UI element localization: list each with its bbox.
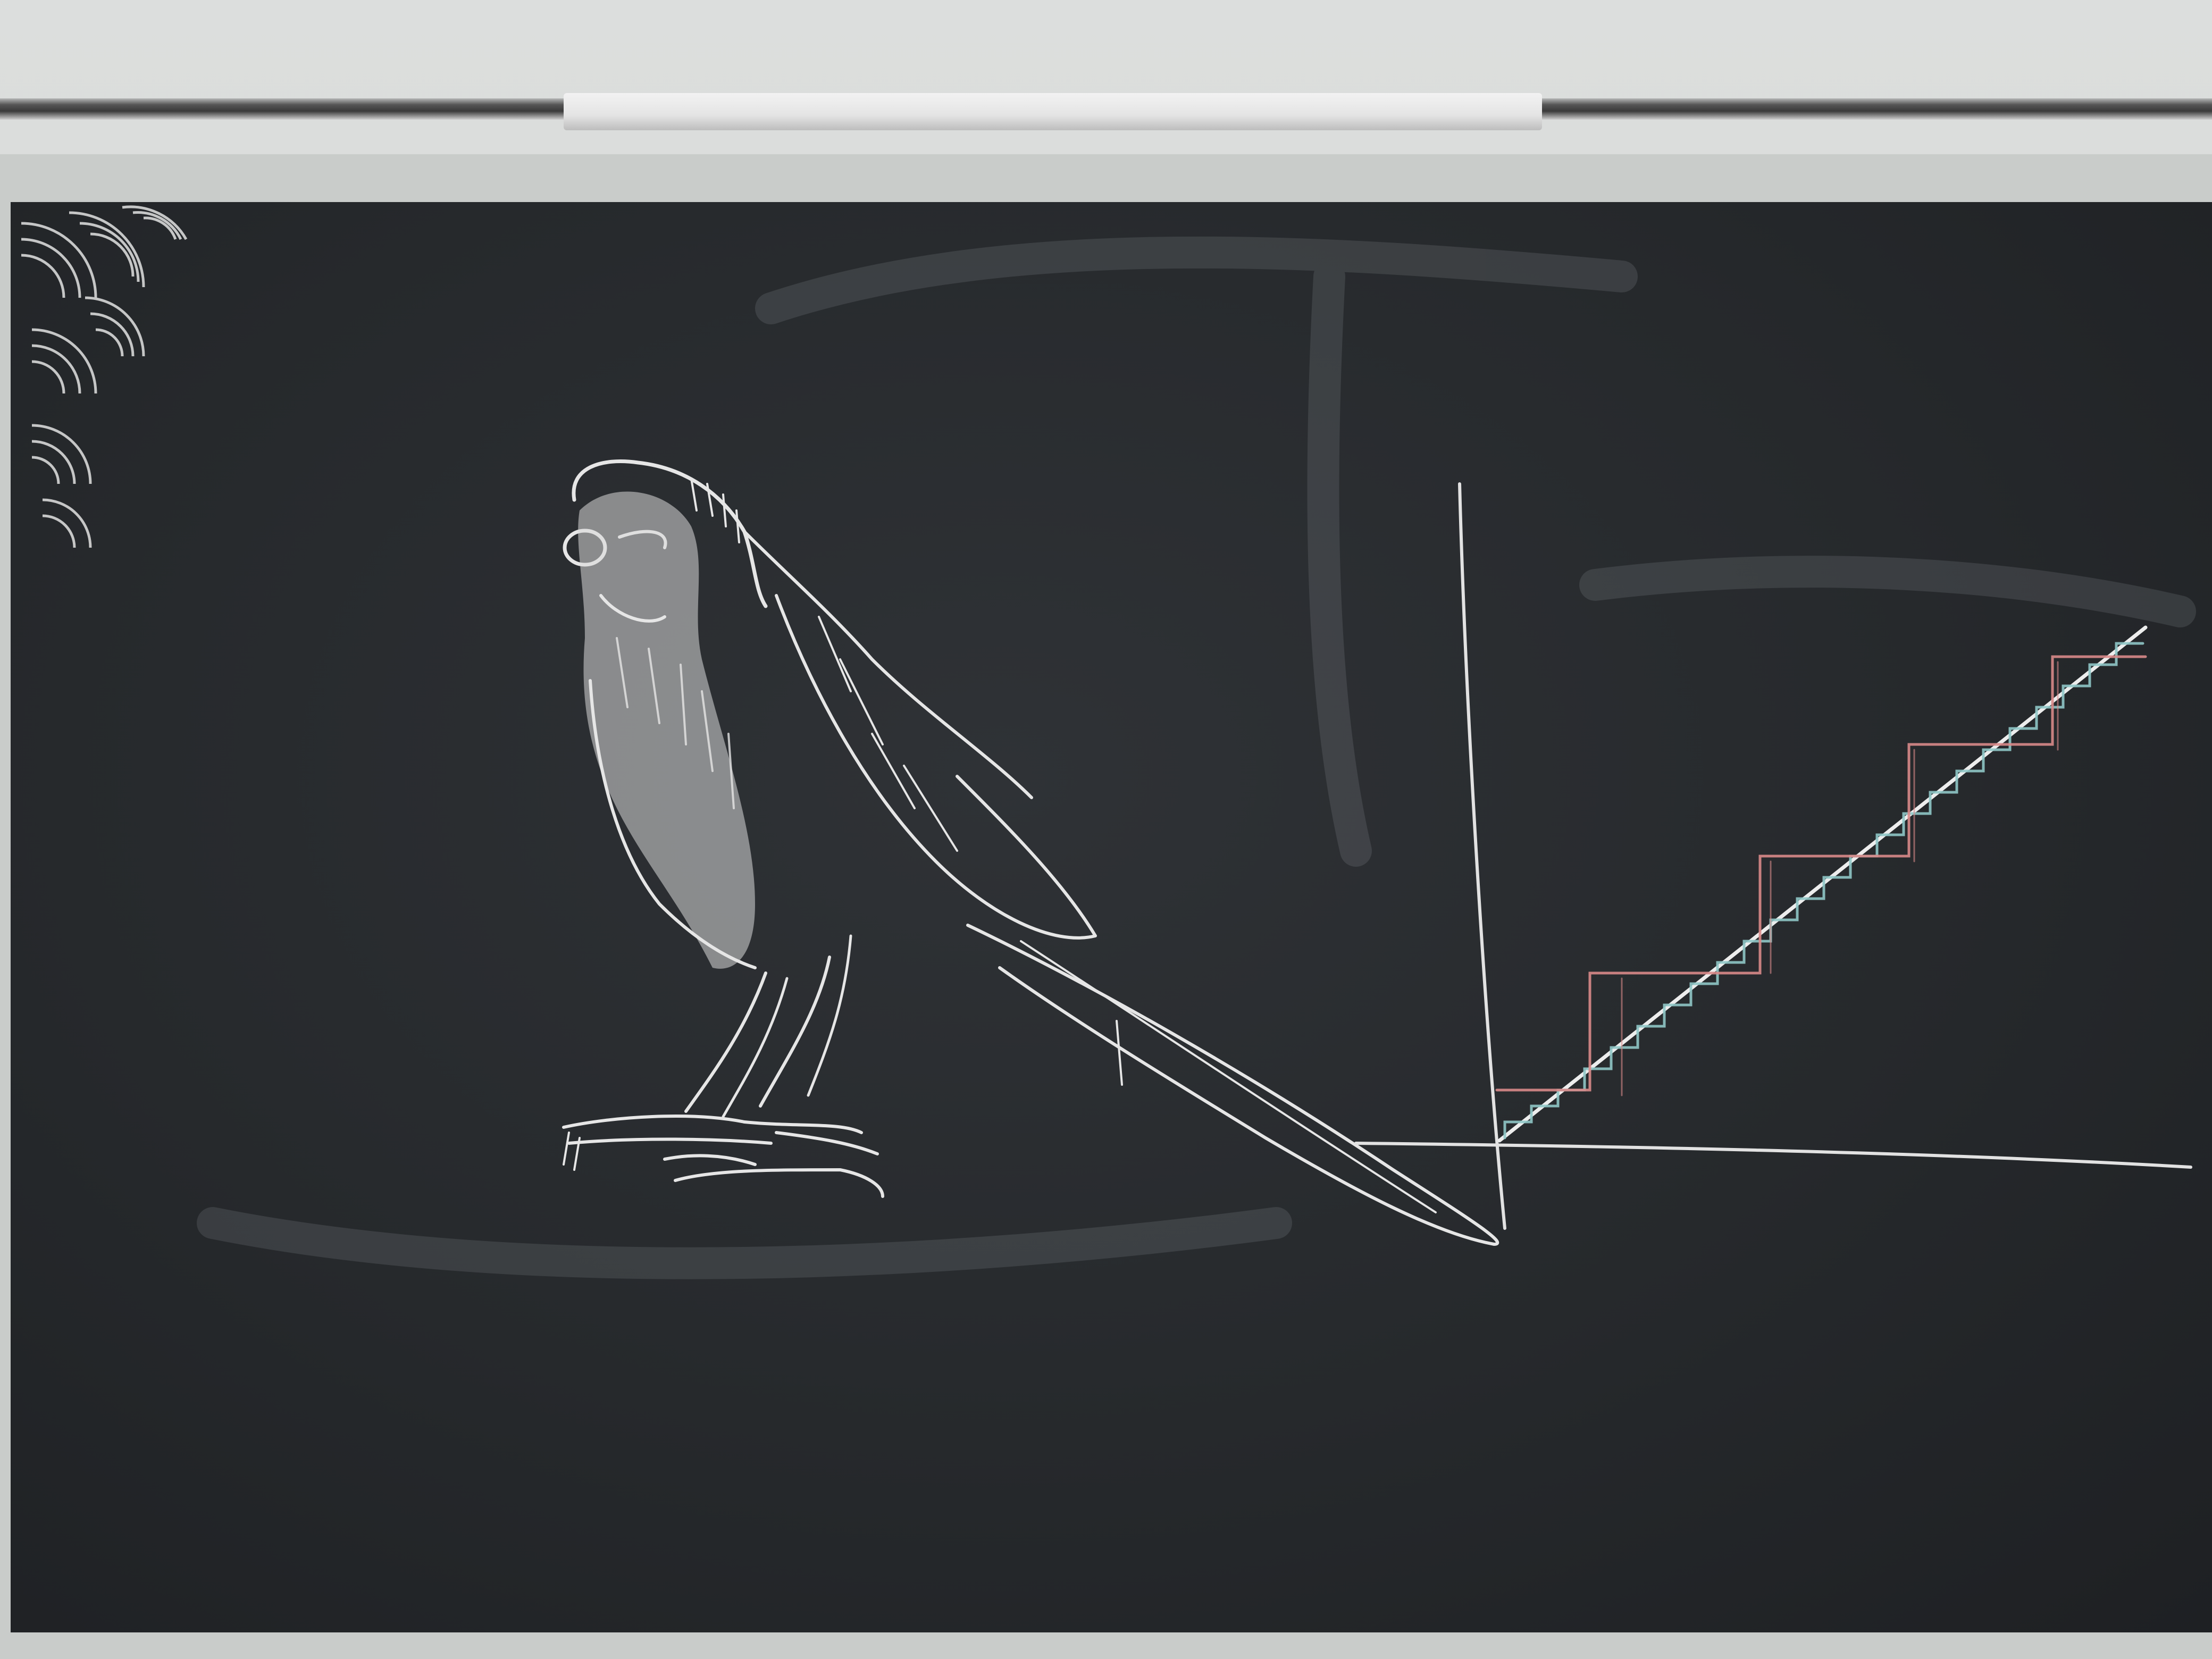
budgie-wing	[775, 594, 1097, 940]
budgie-feet	[562, 1115, 884, 1198]
ceiling-light	[564, 93, 1542, 130]
erase-smudges	[197, 236, 2196, 1279]
graph-pink-steps	[1495, 655, 2147, 1092]
budgie-leg-right	[759, 956, 831, 1108]
chalkboard	[11, 202, 2212, 1632]
budgie-back	[743, 530, 1033, 799]
budgie-leg-left	[684, 971, 767, 1113]
graph-teal-steps	[1503, 642, 2144, 1139]
budgie-drawing	[562, 459, 1499, 1246]
graph-y-axis	[1458, 482, 1506, 1230]
budgie-tail	[966, 924, 1499, 1246]
corner-doodle	[21, 205, 188, 548]
graph-x-axis	[1354, 1142, 2192, 1169]
budgie-head	[572, 459, 768, 608]
staircase-graph	[1354, 482, 2192, 1230]
